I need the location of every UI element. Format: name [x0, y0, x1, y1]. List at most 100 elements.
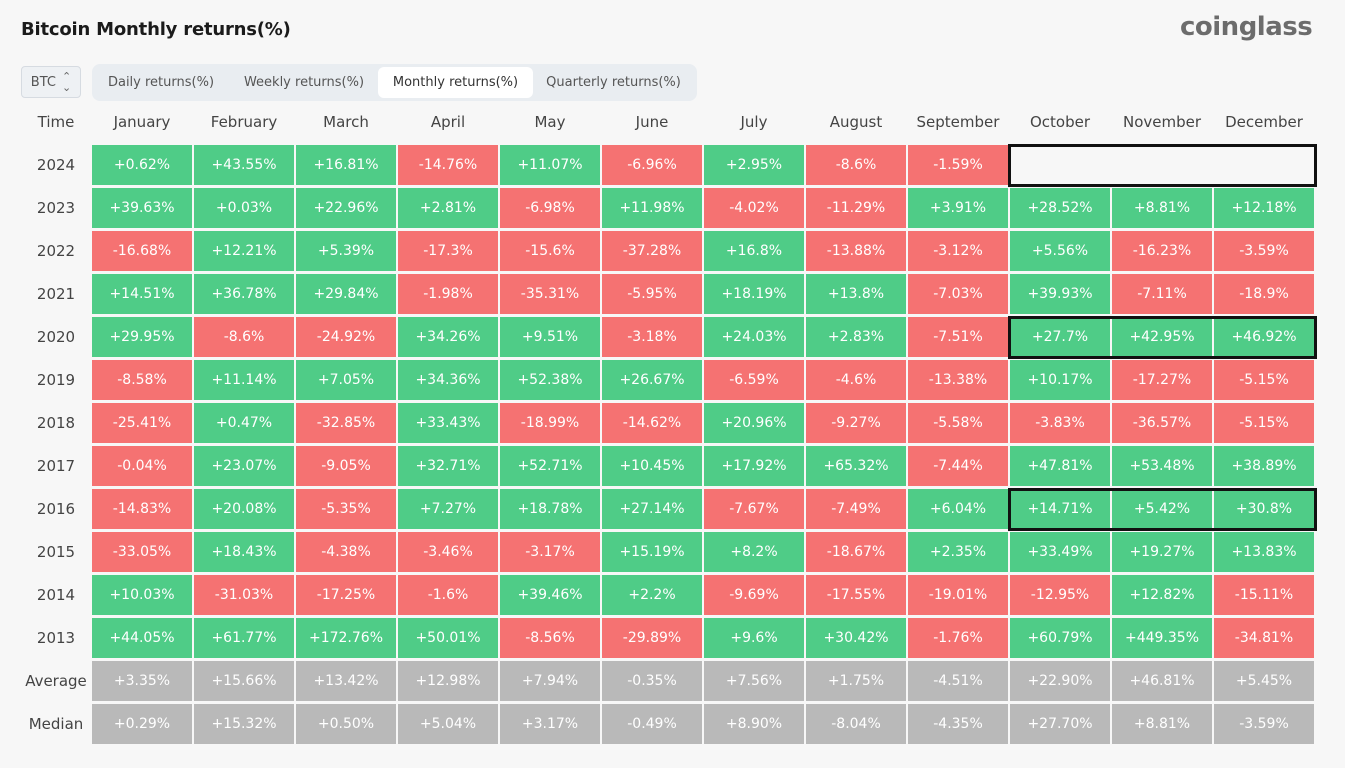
heatmap-cell: +29.95%	[92, 317, 192, 357]
heatmap-cell: +0.03%	[194, 188, 294, 228]
column-header-december: December	[1225, 113, 1303, 131]
heatmap-cell: +33.43%	[398, 403, 498, 443]
heatmap-cell: +18.78%	[500, 489, 600, 529]
heatmap-cell: -17.55%	[806, 575, 906, 615]
heatmap-cell: +34.26%	[398, 317, 498, 357]
column-header-march: March	[323, 113, 369, 131]
row-label-2016: 2016	[36, 500, 76, 518]
heatmap-cell: +11.98%	[602, 188, 702, 228]
heatmap-cell: -8.56%	[500, 618, 600, 658]
column-header-january: January	[113, 113, 171, 131]
heatmap-cell: -8.6%	[194, 317, 294, 357]
heatmap-cell: +34.36%	[398, 360, 498, 400]
heatmap-cell: -17.25%	[296, 575, 396, 615]
heatmap-cell: +32.71%	[398, 446, 498, 486]
highlight-box-2024	[1008, 144, 1317, 187]
heatmap-cell: +65.32%	[806, 446, 906, 486]
heatmap-cell: +44.05%	[92, 618, 192, 658]
heatmap-cell: +3.91%	[908, 188, 1008, 228]
heatmap-cell: +53.48%	[1112, 446, 1212, 486]
row-label-2022: 2022	[36, 242, 76, 260]
heatmap-cell: +43.55%	[194, 145, 294, 185]
heatmap-cell: -31.03%	[194, 575, 294, 615]
heatmap-cell: -14.62%	[602, 403, 702, 443]
heatmap-cell: +39.93%	[1010, 274, 1110, 314]
heatmap-cell: -4.02%	[704, 188, 804, 228]
heatmap-cell: -5.15%	[1214, 403, 1314, 443]
heatmap-cell: -13.88%	[806, 231, 906, 271]
heatmap-cell: -1.98%	[398, 274, 498, 314]
column-header-february: February	[210, 113, 278, 131]
tab-monthly-returns[interactable]: Monthly returns(%)	[378, 67, 533, 98]
heatmap-cell: +5.42%	[1112, 489, 1212, 529]
heatmap-cell: -11.29%	[806, 188, 906, 228]
heatmap-cell: +0.62%	[92, 145, 192, 185]
row-label-2024: 2024	[36, 156, 76, 174]
heatmap-cell: +29.84%	[296, 274, 396, 314]
heatmap-cell: -15.11%	[1214, 575, 1314, 615]
heatmap-cell: -5.35%	[296, 489, 396, 529]
heatmap-cell: +10.17%	[1010, 360, 1110, 400]
heatmap-cell: -19.01%	[908, 575, 1008, 615]
heatmap-cell: +27.7%	[1010, 317, 1110, 357]
returns-tab-bar: Daily returns(%) Weekly returns(%) Month…	[92, 64, 697, 101]
heatmap-cell: +11.07%	[500, 145, 600, 185]
heatmap-cell: +0.29%	[92, 704, 192, 744]
tab-quarterly-returns[interactable]: Quarterly returns(%)	[546, 75, 681, 90]
heatmap-cell: -12.95%	[1010, 575, 1110, 615]
heatmap-cell: +22.96%	[296, 188, 396, 228]
heatmap-cell: -7.49%	[806, 489, 906, 529]
column-header-september: September	[916, 113, 1000, 131]
column-header-november: November	[1122, 113, 1202, 131]
row-label-2019: 2019	[36, 371, 76, 389]
heatmap-cell: +449.35%	[1112, 618, 1212, 658]
heatmap-cell: -5.58%	[908, 403, 1008, 443]
heatmap-cell: -6.59%	[704, 360, 804, 400]
heatmap-cell: -9.05%	[296, 446, 396, 486]
row-label-2023: 2023	[36, 199, 76, 217]
heatmap-cell: +12.21%	[194, 231, 294, 271]
heatmap-cell: -17.27%	[1112, 360, 1212, 400]
row-label-2017: 2017	[36, 457, 76, 475]
heatmap-cell: -7.67%	[704, 489, 804, 529]
heatmap-cell: -18.67%	[806, 532, 906, 572]
row-label-2015: 2015	[36, 543, 76, 561]
heatmap-cell: +24.03%	[704, 317, 804, 357]
heatmap-cell: +2.83%	[806, 317, 906, 357]
heatmap-cell: +2.81%	[398, 188, 498, 228]
column-header-july: July	[740, 113, 768, 131]
tab-weekly-returns[interactable]: Weekly returns(%)	[243, 75, 365, 90]
column-header-october: October	[1029, 113, 1091, 131]
heatmap-cell: -3.59%	[1214, 704, 1314, 744]
column-header-may: May	[534, 113, 566, 131]
heatmap-cell: -36.57%	[1112, 403, 1212, 443]
heatmap-cell: +3.17%	[500, 704, 600, 744]
heatmap-cell: +61.77%	[194, 618, 294, 658]
heatmap-cell: +27.14%	[602, 489, 702, 529]
heatmap-cell: +23.07%	[194, 446, 294, 486]
heatmap-cell: +30.42%	[806, 618, 906, 658]
asset-select[interactable]: BTC ⌃ ⌄	[21, 66, 81, 98]
heatmap-cell: -3.17%	[500, 532, 600, 572]
heatmap-cell: -8.58%	[92, 360, 192, 400]
tab-daily-returns[interactable]: Daily returns(%)	[107, 75, 215, 90]
heatmap-cell: -0.04%	[92, 446, 192, 486]
heatmap-cell: +8.81%	[1112, 704, 1212, 744]
heatmap-cell: +13.42%	[296, 661, 396, 701]
heatmap-cell: +2.95%	[704, 145, 804, 185]
heatmap-cell: +3.35%	[92, 661, 192, 701]
heatmap-cell: -3.83%	[1010, 403, 1110, 443]
asset-select-value: BTC	[30, 74, 56, 90]
heatmap-cell: +7.05%	[296, 360, 396, 400]
heatmap-cell: -9.27%	[806, 403, 906, 443]
heatmap-cell: -6.96%	[602, 145, 702, 185]
heatmap-cell: +13.8%	[806, 274, 906, 314]
heatmap-cell: -18.9%	[1214, 274, 1314, 314]
heatmap-cell: -14.76%	[398, 145, 498, 185]
heatmap-cell: -35.31%	[500, 274, 600, 314]
heatmap-cell: +7.56%	[704, 661, 804, 701]
heatmap-cell: -8.04%	[806, 704, 906, 744]
heatmap-cell: +20.08%	[194, 489, 294, 529]
heatmap-cell: +30.8%	[1214, 489, 1314, 529]
heatmap-cell: +20.96%	[704, 403, 804, 443]
